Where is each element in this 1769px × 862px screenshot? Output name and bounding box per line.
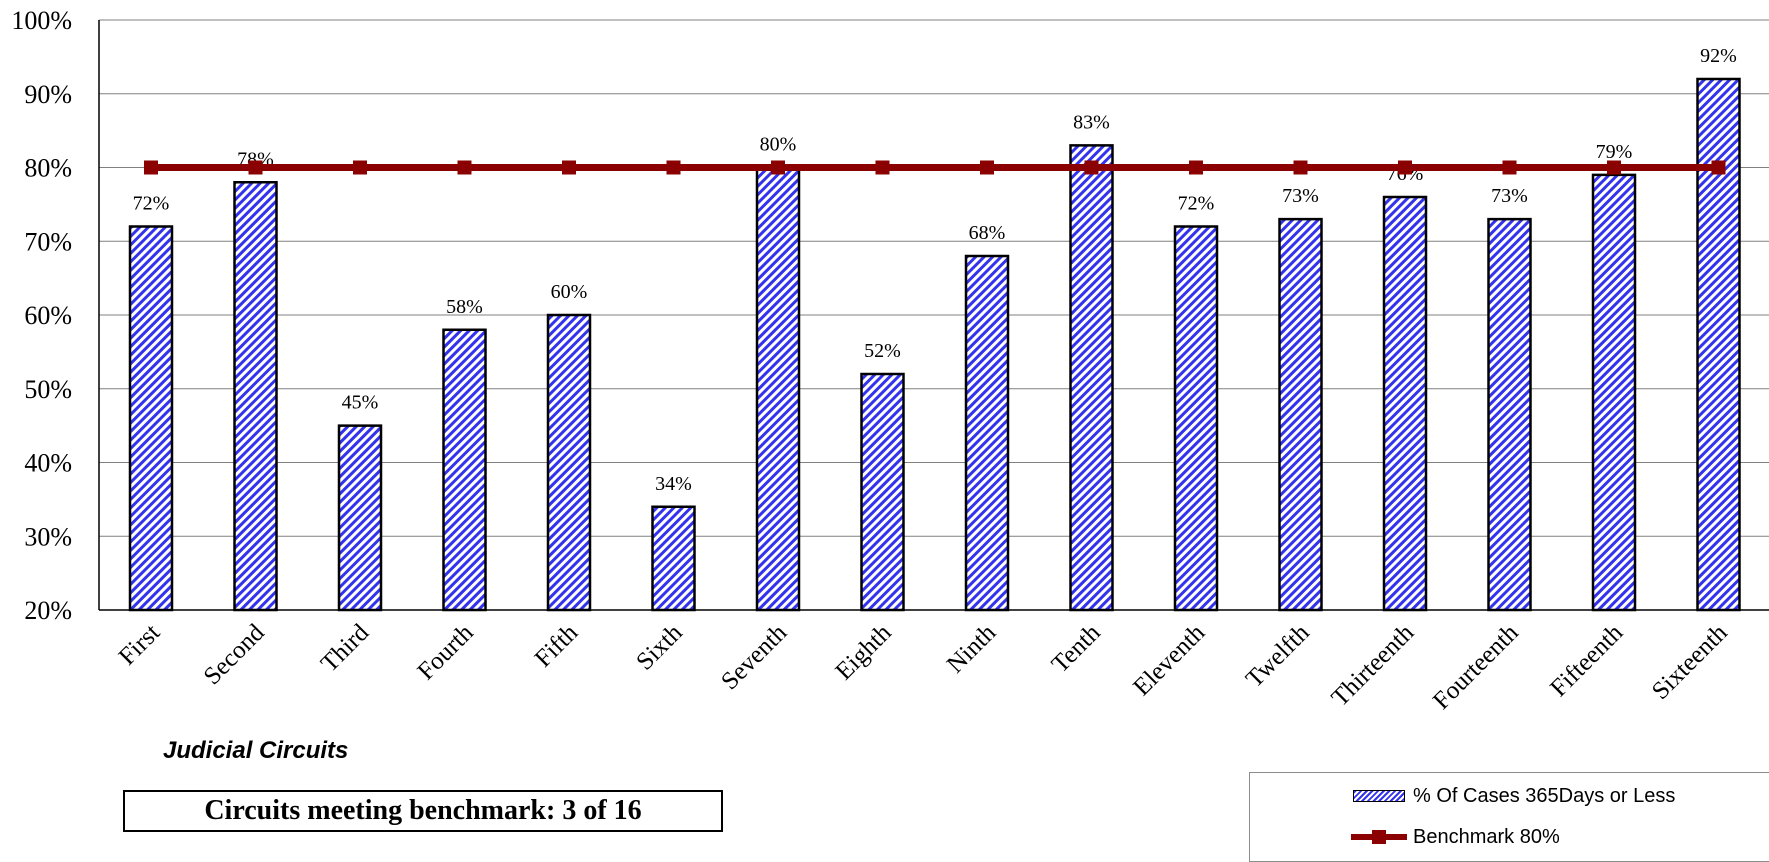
bar — [1278, 217, 1323, 612]
bar — [1696, 77, 1741, 612]
x-tick-label: Fifteenth — [1545, 619, 1628, 702]
y-tick-label: 40% — [24, 449, 72, 478]
data-label: 60% — [551, 281, 588, 303]
benchmark-marker — [562, 160, 576, 175]
x-tick-label: Seventh — [716, 619, 792, 695]
bar — [860, 372, 905, 612]
benchmark-marker — [144, 160, 158, 175]
bar — [233, 181, 278, 612]
x-tick-label: Second — [199, 619, 270, 690]
x-tick-label: Fifth — [530, 619, 584, 673]
benchmark-marker — [1293, 160, 1308, 175]
data-label: 83% — [1073, 111, 1110, 133]
y-tick-label: 80% — [24, 154, 72, 183]
data-label: 92% — [1700, 45, 1737, 67]
bar — [651, 505, 696, 612]
benchmark-marker — [875, 160, 890, 175]
benchmark-marker — [980, 160, 994, 175]
benchmark-summary-text: Circuits meeting benchmark: 3 of 16 — [204, 795, 642, 826]
benchmark-series — [144, 160, 1726, 175]
benchmark-marker — [1502, 160, 1517, 175]
bar — [755, 166, 801, 612]
x-tick-label: Eighth — [831, 619, 898, 686]
benchmark-marker — [1398, 160, 1412, 175]
data-label: 45% — [342, 392, 379, 414]
bar — [546, 313, 592, 612]
benchmark-marker — [1711, 160, 1726, 175]
benchmark-marker — [457, 160, 472, 175]
x-tick-label: Tenth — [1047, 619, 1106, 678]
x-tick-label: Thirteenth — [1327, 619, 1420, 712]
bar — [1382, 195, 1428, 612]
x-tick-label: First — [114, 619, 166, 671]
legend: % Of Cases 365Days or Less Benchmark 80% — [1249, 772, 1769, 862]
y-tick-label: 100% — [11, 6, 72, 35]
data-label: 52% — [864, 340, 901, 362]
x-tick-label: Twelfth — [1241, 619, 1315, 693]
x-tick-label: Sixteenth — [1647, 619, 1733, 705]
benchmark-marker — [248, 160, 263, 175]
bar-series — [128, 77, 1741, 612]
y-tick-label: 70% — [24, 227, 72, 256]
data-label: 72% — [1178, 193, 1215, 215]
benchmark-marker — [1084, 160, 1099, 175]
x-tick-label: Sixth — [631, 619, 688, 676]
y-tick-label: 50% — [24, 375, 72, 404]
bar — [1069, 144, 1114, 612]
legend-line-label: Benchmark 80% — [1413, 826, 1560, 848]
x-tick-label: Eleventh — [1128, 619, 1210, 701]
y-axis-ticks: 20% 30% 40% 50% 60% 70% 80% 90% 100% — [11, 6, 72, 625]
data-label: 80% — [760, 134, 797, 156]
y-tick-label: 90% — [24, 80, 72, 109]
legend-line-marker — [1372, 830, 1386, 844]
data-label: 73% — [1282, 185, 1319, 207]
bar — [337, 424, 383, 612]
legend-bar-swatch — [1353, 790, 1405, 802]
x-axis-ticks: First Second Third Fourth Fifth Sixth Seventh E… — [114, 619, 1733, 715]
y-tick-label: 60% — [24, 301, 72, 330]
y-tick-label: 30% — [24, 522, 72, 551]
data-label: 79% — [1596, 141, 1633, 163]
bar — [442, 328, 487, 612]
bar — [1487, 217, 1532, 612]
bar — [128, 225, 174, 612]
benchmark-marker — [1607, 160, 1621, 175]
bar — [964, 254, 1010, 612]
x-axis-title: Judicial Circuits — [163, 737, 348, 764]
data-label: 58% — [446, 296, 483, 318]
benchmark-marker — [771, 160, 785, 175]
data-label: 73% — [1491, 185, 1528, 207]
benchmark-marker — [353, 160, 367, 175]
legend-bar-label: % Of Cases 365Days or Less — [1413, 785, 1676, 807]
data-label: 68% — [969, 222, 1006, 244]
x-tick-label: Ninth — [942, 619, 1002, 679]
bar — [1173, 225, 1219, 612]
data-label: 34% — [655, 473, 692, 495]
benchmark-marker — [666, 160, 681, 175]
benchmark-marker — [1189, 160, 1203, 175]
x-tick-label: Fourteenth — [1428, 619, 1524, 715]
data-label: 72% — [133, 193, 170, 215]
benchmark-summary-box: Circuits meeting benchmark: 3 of 16 — [123, 790, 723, 832]
x-tick-label: Fourth — [412, 619, 479, 686]
bar — [1591, 173, 1637, 612]
x-tick-label: Third — [316, 619, 375, 678]
y-tick-label: 20% — [24, 596, 72, 625]
